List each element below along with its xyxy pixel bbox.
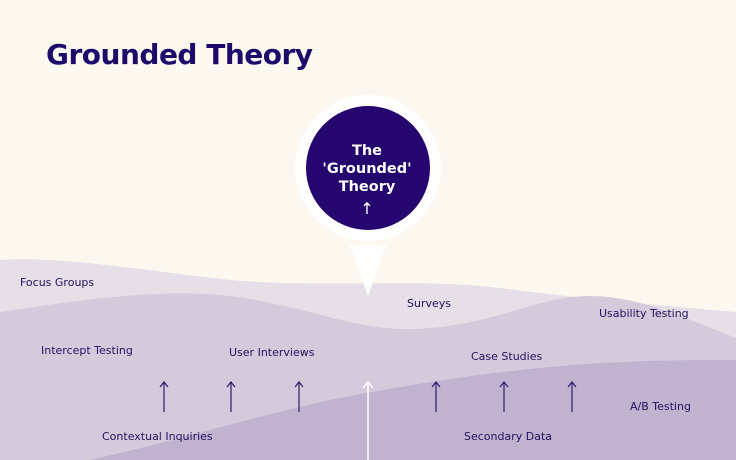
method-usability-testing: Usability Testing: [599, 307, 689, 320]
arrow-head: [294, 381, 304, 388]
arrow-head: [159, 381, 169, 388]
pin-label-line: The: [351, 143, 383, 159]
method-contextual-inquiries: Contextual Inquiries: [102, 430, 213, 443]
pin-tail: [350, 245, 386, 296]
center-arrow-head: [362, 380, 374, 389]
arrow-head: [431, 381, 441, 388]
method-intercept-testing: Intercept Testing: [41, 344, 133, 357]
pin-label-line: Theory: [338, 179, 396, 195]
arrow-up-icon: ↑: [360, 199, 374, 218]
pin: [295, 95, 441, 296]
method-secondary-data: Secondary Data: [464, 430, 553, 443]
arrow-head: [567, 381, 577, 388]
arrows-group: [159, 381, 577, 412]
page-title: Grounded Theory: [46, 38, 313, 71]
arrow-head: [226, 381, 236, 388]
method-user-interviews: User Interviews: [229, 346, 315, 359]
arrow-head: [499, 381, 509, 388]
method-ab-testing: A/B Testing: [630, 400, 691, 413]
pin-circle: [306, 106, 430, 230]
pin-label: The 'Grounded' Theory: [306, 142, 428, 196]
method-surveys: Surveys: [407, 297, 451, 310]
pin-label-line: 'Grounded': [322, 161, 412, 177]
method-case-studies: Case Studies: [471, 350, 543, 363]
method-focus-groups: Focus Groups: [20, 276, 95, 289]
